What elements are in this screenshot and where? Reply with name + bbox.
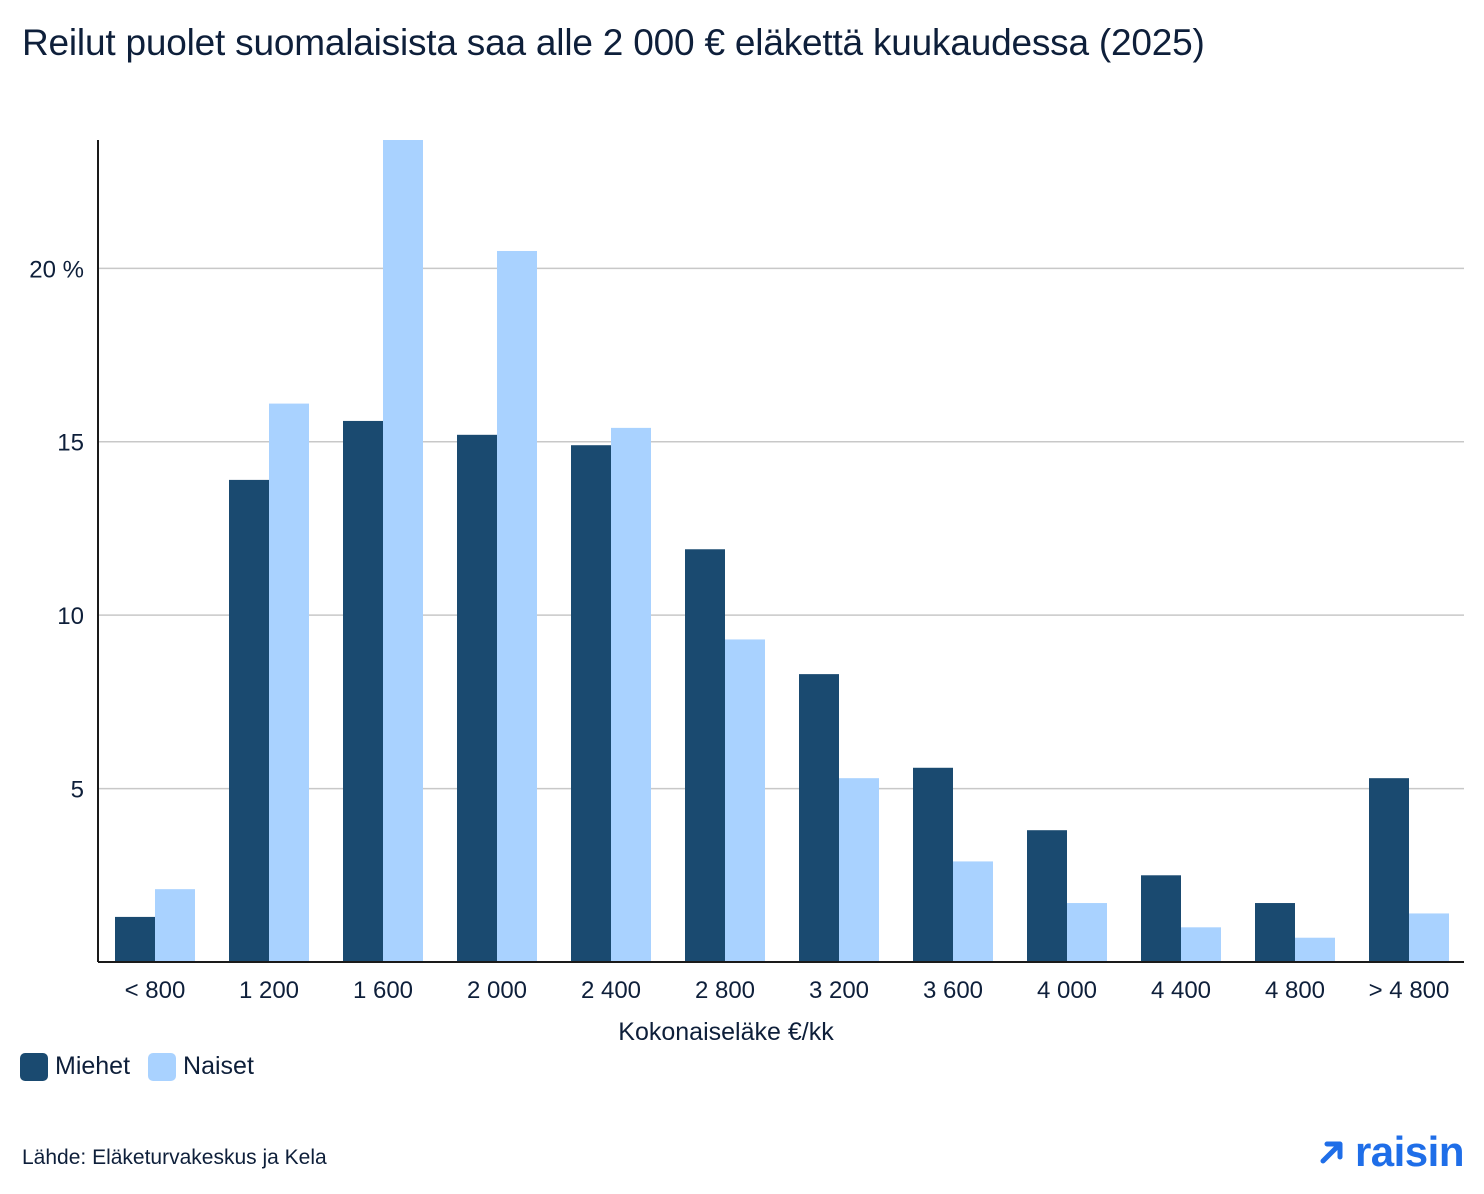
x-axis-title: Kokonaiseläke €/kk: [618, 1018, 834, 1046]
x-tick-label: 2 800: [695, 977, 755, 1004]
axes: [97, 140, 1464, 963]
x-tick-label: 4 400: [1151, 977, 1211, 1004]
legend-swatch-miehet: [20, 1052, 48, 1081]
x-tick-label: 2 000: [467, 977, 527, 1004]
bar-naiset-3[interactable]: [497, 250, 537, 963]
y-tick-label: 20 %: [29, 256, 84, 283]
source-note: Lähde: Eläketurvakeskus ja Kela: [22, 1146, 327, 1169]
x-tick-label: 2 400: [581, 977, 641, 1004]
bar-miehet-1[interactable]: [229, 479, 269, 962]
y-tick-label: 15: [57, 430, 84, 457]
y-tick-label: 5: [71, 777, 84, 804]
legend-label-miehet: Miehet: [55, 1052, 131, 1080]
legend-label-naiset: Naiset: [183, 1052, 254, 1080]
bar-miehet-2[interactable]: [343, 420, 383, 962]
bar-naiset-2[interactable]: [383, 140, 423, 962]
bar-miehet-8[interactable]: [1027, 830, 1067, 962]
bar-naiset-9[interactable]: [1181, 927, 1221, 962]
bar-miehet-4[interactable]: [571, 445, 611, 962]
bar-naiset-10[interactable]: [1295, 937, 1335, 962]
x-tick-label: 1 200: [239, 977, 299, 1004]
x-tick-label: 4 800: [1265, 977, 1325, 1004]
bar-naiset-11[interactable]: [1409, 913, 1449, 962]
legend-swatch-naiset: [148, 1052, 177, 1081]
bar-naiset-5[interactable]: [725, 639, 765, 962]
axis-labels: 5 10 15 20 % < 800 1 200 1 600 2 000 2 400 2 800 3…: [29, 256, 1449, 1046]
bars: [115, 140, 1449, 963]
chart-title: Reilut puolet suomalaisista saa alle 2 0…: [22, 22, 1205, 63]
bar-naiset-6[interactable]: [839, 778, 879, 962]
legend: Miehet Naiset: [20, 1052, 272, 1081]
bar-miehet-3[interactable]: [457, 434, 497, 962]
bar-naiset-8[interactable]: [1067, 903, 1107, 962]
x-tick-label: < 800: [125, 977, 186, 1004]
bar-miehet-9[interactable]: [1141, 875, 1181, 962]
x-tick-label: > 4 800: [1369, 977, 1450, 1004]
bar-miehet-7[interactable]: [913, 767, 953, 962]
bar-naiset-0[interactable]: [155, 889, 195, 962]
logo-text: raisin: [1354, 1128, 1465, 1175]
x-tick-label: 4 000: [1037, 977, 1097, 1004]
bar-naiset-4[interactable]: [611, 427, 651, 962]
bar-miehet-6[interactable]: [799, 674, 839, 962]
grid-lines: [98, 267, 1464, 790]
legend-item-miehet[interactable]: Miehet: [20, 1052, 130, 1081]
arrow-up-right-icon: [1320, 1141, 1343, 1164]
x-tick-label: 3 200: [809, 977, 869, 1004]
bar-naiset-1[interactable]: [269, 403, 309, 962]
legend-item-naiset[interactable]: Naiset: [148, 1052, 254, 1081]
x-tick-label: 1 600: [353, 977, 413, 1004]
bar-miehet-5[interactable]: [685, 549, 725, 962]
x-tick-label: 3 600: [923, 977, 983, 1004]
bar-naiset-7[interactable]: [953, 861, 993, 962]
y-tick-label: 10: [57, 603, 84, 630]
raisin-logo[interactable]: raisin: [1317, 1128, 1465, 1176]
bar-miehet-0[interactable]: [115, 916, 155, 962]
bar-miehet-11[interactable]: [1369, 778, 1409, 962]
bar-miehet-10[interactable]: [1255, 903, 1295, 962]
